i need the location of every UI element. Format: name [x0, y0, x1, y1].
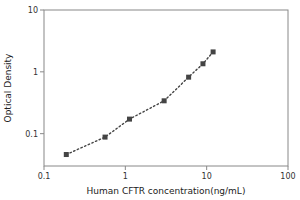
chart-svg: 0.1 1 10 100 0.1 1 10 Human CFTR concentration(… — [0, 0, 300, 200]
chart-container: 0.1 1 10 100 0.1 1 10 Human CFTR concentration(… — [0, 0, 300, 200]
x-tick-label: 10 — [202, 172, 212, 181]
x-tick — [44, 166, 45, 170]
x-tick — [125, 166, 126, 170]
x-tick — [206, 166, 207, 170]
data-point — [200, 61, 205, 66]
data-point — [211, 49, 216, 54]
x-axis: 0.1 1 10 100 — [38, 166, 296, 181]
x-tick-label: 100 — [280, 172, 295, 181]
data-line — [66, 52, 213, 155]
data-point — [162, 98, 167, 103]
y-tick-label: 1 — [33, 68, 38, 77]
y-tick — [40, 133, 44, 134]
data-point — [186, 75, 191, 80]
x-tick-label: 0.1 — [38, 172, 51, 181]
data-point — [127, 117, 132, 122]
y-tick-label: 10 — [28, 6, 38, 15]
y-tick-label: 0.1 — [25, 130, 38, 139]
data-point — [103, 135, 108, 140]
x-axis-label: Human CFTR concentration(ng/mL) — [87, 186, 246, 196]
y-axis: 0.1 1 10 — [25, 6, 44, 139]
x-tick — [288, 166, 289, 170]
data-point — [64, 152, 69, 157]
x-tick-label: 1 — [123, 172, 128, 181]
y-tick — [40, 71, 44, 72]
data-area — [64, 49, 216, 157]
plot-frame — [44, 10, 288, 166]
y-axis-label: Optical Density — [3, 53, 13, 123]
y-tick — [40, 10, 44, 11]
